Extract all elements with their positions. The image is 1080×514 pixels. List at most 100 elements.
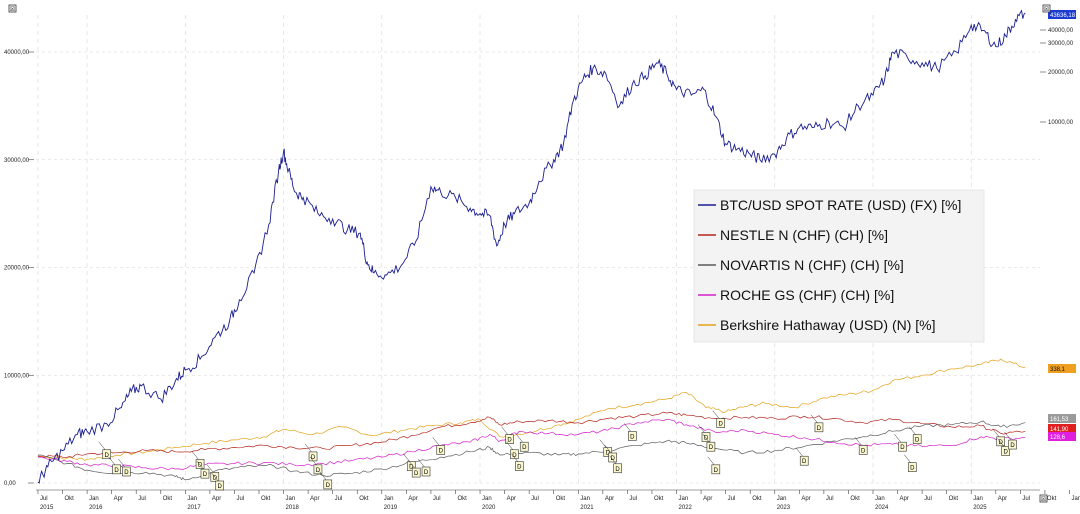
x-axis-month-label: Jan (679, 496, 689, 502)
zoom-button-glyph: ☒ (1041, 496, 1046, 503)
dividend-marker-box (215, 480, 225, 491)
dividend-marker-label: D (615, 467, 620, 473)
dividend-marker-label: D (311, 455, 316, 461)
x-axis-month-label: Okt (752, 496, 762, 502)
last-value-tag (1048, 432, 1076, 441)
restore-icon: ☒ (10, 6, 15, 13)
dividend-marker-label: D (414, 471, 419, 477)
x-axis-month-label: Apr (703, 496, 712, 502)
legend-entry-label: ROCHE GS (CHF) (CH) [%] (720, 287, 894, 303)
x-axis: Jul Okt Jan Apr Jul Okt Jan Apr Jul Okt Jan Apr Jul O… (36, 489, 1080, 511)
dividend-marker-label: D (1003, 450, 1008, 456)
dividend-marker-label: D (105, 453, 110, 459)
dividend-marker-box (515, 461, 524, 471)
dividend-marker-box (706, 441, 716, 452)
x-axis-month-label: Jan (875, 496, 885, 502)
x-axis-month-label: Jul (236, 496, 244, 502)
left-axis-tick-label: 40000,00 (4, 50, 30, 56)
x-axis-month-label: Jul (40, 496, 48, 502)
x-axis-month-label: Okt (949, 496, 959, 502)
x-axis-month-label: Okt (556, 496, 566, 502)
x-axis-month-label: Jul (433, 496, 441, 502)
dividend-marker-label: D (512, 453, 517, 459)
dividend-marker-box (858, 445, 868, 455)
x-axis-month-label: Jan (384, 496, 394, 502)
dividend-marker-box (603, 447, 613, 457)
last-value-tag (1048, 414, 1076, 423)
x-axis-month-label: Apr (998, 496, 1007, 502)
x-axis-year-label: 2015 (40, 505, 54, 511)
last-value-tag (1048, 364, 1076, 373)
x-axis-month-label: Jan (187, 496, 197, 502)
legend-entry-label: BTC/USD SPOT RATE (USD) (FX) [%] (720, 197, 961, 213)
x-axis-month-label: Jul (826, 496, 834, 502)
dividend-marker-label: D (114, 468, 119, 474)
x-axis-month-label: Okt (163, 496, 173, 502)
left-axis-tick-label: 20000,00 (4, 266, 30, 272)
last-value-tag-text: 161,53 (1050, 417, 1069, 423)
dividend-marker-label: D (1010, 443, 1015, 449)
dividend-marker-box (912, 434, 922, 444)
last-value-tag-text: 141,90 (1050, 427, 1069, 433)
x-axis-year-label: 2024 (875, 505, 889, 511)
right-axis-tick-label: 20000,00 (1048, 70, 1074, 76)
series-line (37, 9, 1026, 484)
dividend-marker-box (510, 449, 519, 460)
x-axis-month-label: Jan (89, 496, 99, 502)
dividend-marker-box (112, 464, 121, 475)
dividend-marker-label: D (915, 438, 920, 444)
dividend-marker-box (907, 462, 917, 472)
dividend-marker-box (323, 479, 333, 490)
x-axis-year-label: 2020 (482, 505, 496, 511)
x-axis-month-label: Jul (728, 496, 736, 502)
dividend-marker-box (799, 455, 809, 466)
x-axis-year-label: 2023 (777, 505, 791, 511)
close-button[interactable] (1042, 4, 1051, 13)
left-y-axis: 0,00 10000,00 20000,00 30000,00 40000,00 (4, 50, 34, 487)
x-axis-month-label: Jan (580, 496, 590, 502)
x-axis-month-label: Apr (408, 496, 417, 502)
restore-button[interactable] (8, 4, 17, 13)
last-value-tag (1048, 10, 1076, 19)
x-axis-year-label: 2018 (286, 505, 300, 511)
last-value-tag-text: 43636,18 (1050, 13, 1076, 19)
dividend-marker-label: D (817, 426, 822, 432)
dividend-marker-label: D (213, 475, 218, 481)
left-axis-tick-label: 0,00 (4, 481, 16, 487)
dividend-marker-box (313, 464, 323, 475)
x-axis-year-label: 2016 (89, 505, 103, 511)
dividend-marker-box (608, 452, 617, 463)
dividend-marker-label: D (630, 434, 635, 440)
x-axis-month-label: Jul (138, 496, 146, 502)
zoom-button[interactable] (1039, 494, 1048, 503)
x-axis-month-label: Okt (261, 496, 271, 502)
dividend-marker-label: D (517, 465, 522, 471)
x-axis-month-label: Jul (531, 496, 539, 502)
dividend-marker-box (628, 431, 637, 441)
dividend-marker-box (716, 418, 726, 428)
x-axis-year-label: 2019 (384, 505, 398, 511)
legend-entry-label: NESTLE N (CHF) (CH) [%] (720, 227, 888, 243)
dividend-marker-label: D (218, 484, 223, 490)
x-axis-year-label: 2025 (973, 505, 987, 511)
dividend-marker-box (505, 434, 514, 444)
dividend-marker-box (814, 422, 824, 433)
x-axis-month-label: Okt (457, 496, 467, 502)
dividend-marker-box (519, 441, 529, 452)
legend-entry-label: Berkshire Hathaway (USD) (N) [%] (720, 317, 936, 333)
x-axis-month-label: Jul (629, 496, 637, 502)
dividend-marker-box (195, 459, 205, 469)
dividend-marker-label: D (124, 470, 129, 476)
dividend-marker-label: D (802, 459, 807, 465)
dividend-marker-box (436, 445, 446, 455)
close-icon: ☒ (1044, 6, 1049, 13)
dividend-marker-box (1001, 446, 1010, 456)
x-axis-month-label: Apr (310, 496, 319, 502)
x-axis-month-label: Jan (777, 496, 787, 502)
legend-entry-label: NOVARTIS N (CHF) (CH) [%] (720, 257, 904, 273)
x-axis-month-label: Apr (900, 496, 909, 502)
x-axis-month-label: Jul (924, 496, 932, 502)
x-axis-month-label: Okt (1047, 496, 1057, 502)
dividend-marker-label: D (316, 468, 321, 474)
